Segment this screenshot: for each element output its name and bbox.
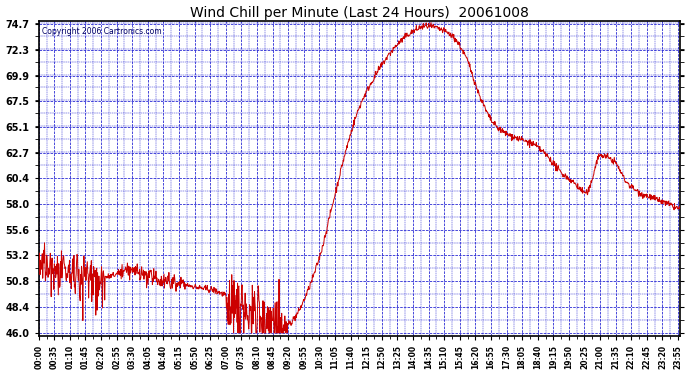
Text: Copyright 2006 Cartronics.com: Copyright 2006 Cartronics.com (42, 27, 161, 36)
Title: Wind Chill per Minute (Last 24 Hours)  20061008: Wind Chill per Minute (Last 24 Hours) 20… (190, 6, 529, 20)
